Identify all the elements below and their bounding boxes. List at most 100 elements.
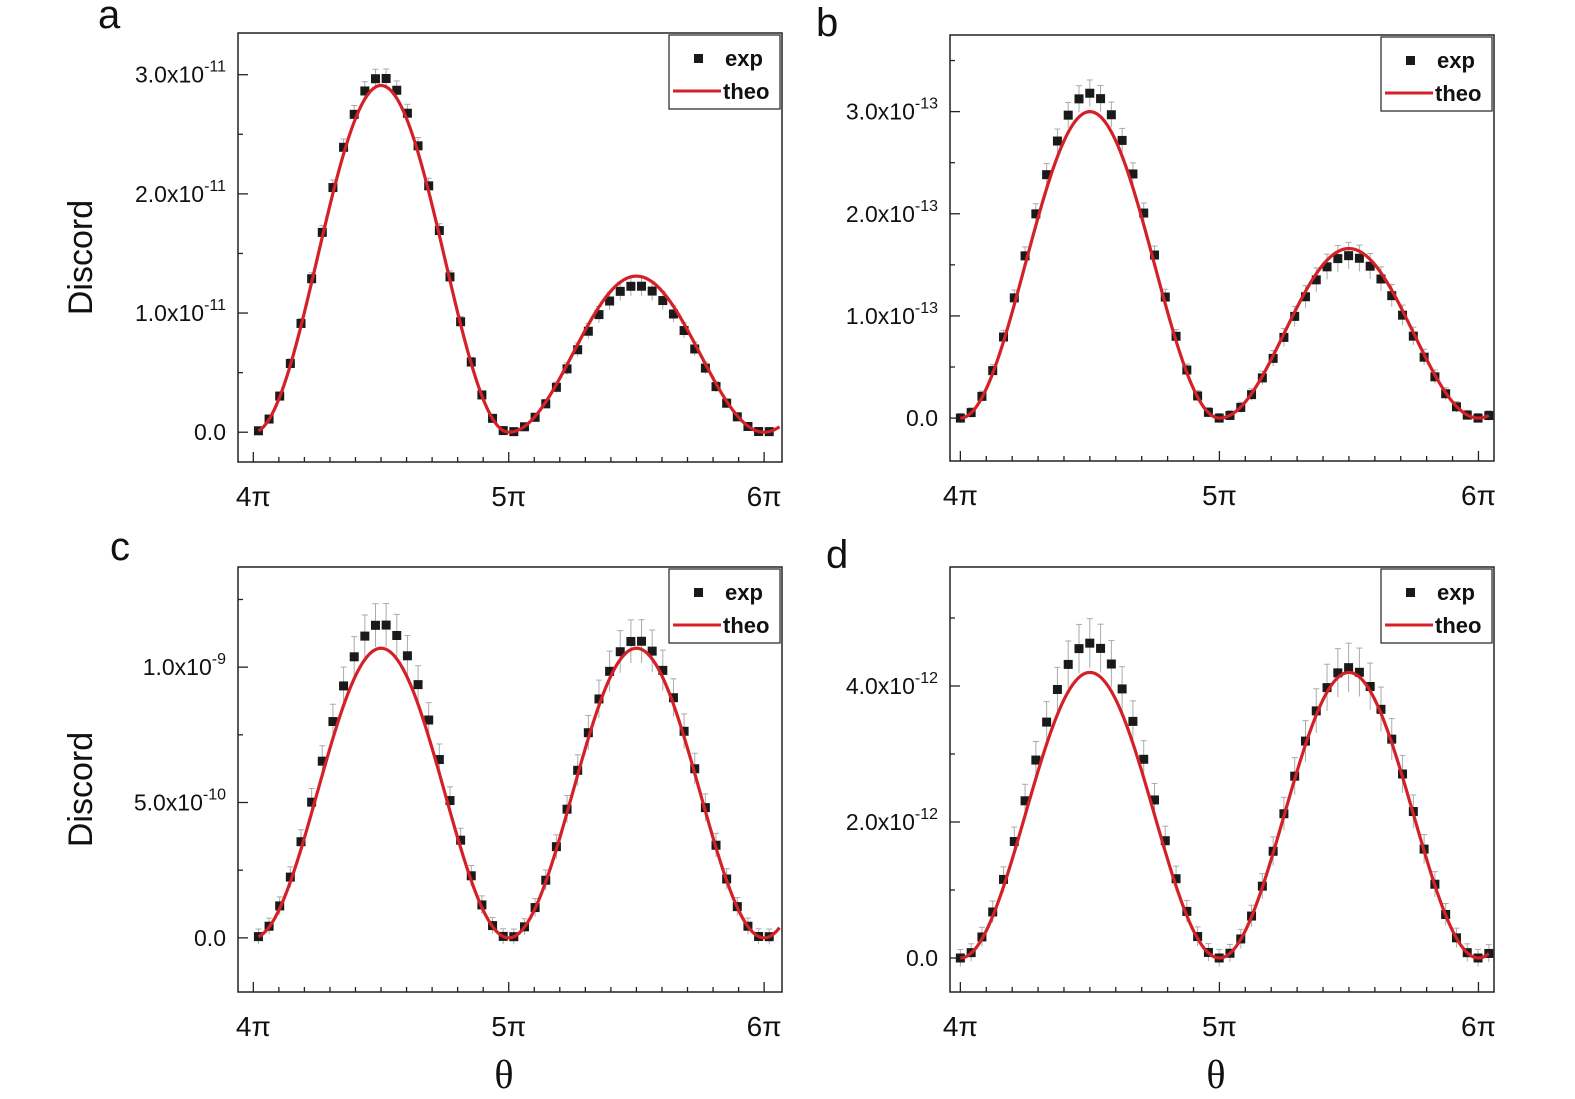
x-tick-label: 5π — [491, 481, 526, 512]
y-tick-label: 1.0x10-13 — [846, 300, 938, 329]
exp-point — [339, 681, 349, 691]
exp-point — [1344, 251, 1354, 261]
exp-point — [1106, 110, 1116, 120]
exp-point — [1149, 250, 1159, 260]
exp-point — [307, 797, 317, 807]
exp-point — [1085, 638, 1095, 648]
exp-point — [1333, 668, 1343, 678]
exp-point — [562, 364, 572, 374]
exp-point — [1009, 836, 1019, 846]
panel-d: d 4π 5π 6π 0.0 2.0x10-12 4.0x10-12 θ exp theo — [826, 533, 1496, 1097]
exp-point — [1128, 169, 1138, 179]
exp-point — [1149, 795, 1159, 805]
exp-point — [1117, 135, 1127, 145]
exp-point — [1074, 644, 1084, 654]
y-tick-label: 2.0x10-13 — [846, 198, 938, 227]
x-tick-label: 6π — [747, 1011, 782, 1042]
exp-point — [370, 620, 380, 630]
legend-box — [668, 568, 781, 644]
exp-point — [1063, 110, 1073, 120]
exp-point — [700, 363, 710, 373]
exp-point — [658, 665, 668, 675]
x-tick-label: 6π — [1461, 1011, 1496, 1042]
exp-point — [637, 281, 647, 291]
axes-frame — [237, 32, 783, 463]
exp-point — [1365, 261, 1375, 271]
legend-box — [668, 34, 781, 110]
theory-line — [257, 646, 781, 940]
exp-point — [402, 651, 412, 661]
exp-point — [349, 652, 359, 662]
exp-point — [1096, 643, 1106, 653]
y-tick-label: 3.0x10-13 — [846, 96, 938, 125]
exp-point — [605, 296, 615, 306]
exp-point — [615, 286, 625, 296]
exp-point — [381, 73, 391, 83]
exp-point — [349, 109, 359, 119]
exp-point — [637, 636, 647, 646]
exp-point — [1333, 254, 1343, 264]
exp-point — [658, 296, 668, 306]
exp-point — [626, 281, 636, 291]
panel-label: c — [110, 525, 130, 569]
exp-point — [360, 86, 370, 96]
exp-point — [1085, 88, 1095, 98]
exp-point — [1106, 659, 1116, 669]
panel-c: c 4π 5π 6π 0.0 5.0x10-10 1.0x10-9 Discord θ exp th… — [62, 525, 783, 1097]
exp-point — [1052, 684, 1062, 694]
legend-exp-label: exp — [1437, 48, 1475, 73]
x-tick-label: 4π — [236, 1011, 271, 1042]
axes-frame — [949, 34, 1495, 462]
exp-point — [1020, 796, 1030, 806]
legend: exp theo — [1380, 36, 1493, 112]
exp-point — [1117, 684, 1127, 694]
axes-frame — [949, 566, 1495, 993]
exp-point — [594, 310, 604, 320]
exp-point — [1042, 717, 1052, 727]
y-tick-label: 0.0 — [906, 405, 938, 431]
panel-label: a — [98, 0, 121, 37]
legend-exp-label: exp — [725, 580, 763, 605]
exp-point — [370, 74, 380, 84]
exp-point — [1074, 94, 1084, 104]
y-tick-label: 4.0x10-12 — [846, 670, 938, 699]
legend-exp-marker — [694, 54, 703, 63]
exp-point — [1322, 683, 1332, 693]
exp-point — [1096, 94, 1106, 104]
exp-point — [1171, 874, 1181, 884]
x-axis-label: θ — [1206, 1052, 1225, 1097]
x-tick-label: 4π — [236, 481, 271, 512]
legend-exp-marker — [694, 588, 703, 597]
exp-point — [328, 717, 338, 727]
exp-point — [583, 326, 593, 336]
x-tick-label: 5π — [1202, 1011, 1237, 1042]
legend-exp-marker — [1406, 588, 1415, 597]
exp-point — [999, 874, 1009, 884]
exp-point — [1009, 293, 1019, 303]
exp-point — [679, 326, 689, 336]
exp-point — [1063, 659, 1073, 669]
exp-point — [1311, 275, 1321, 285]
exp-point — [1290, 311, 1300, 321]
exp-point — [1139, 754, 1149, 764]
exp-point — [413, 141, 423, 151]
exp-point — [1387, 291, 1397, 301]
exp-point — [690, 344, 700, 354]
plot-area — [253, 68, 781, 437]
y-axis-label: Discord — [62, 200, 100, 315]
legend-theo-label: theo — [723, 613, 769, 638]
exp-point — [1160, 292, 1170, 302]
exp-point — [360, 631, 370, 641]
exp-point — [1128, 716, 1138, 726]
exp-point — [1398, 310, 1408, 320]
exp-point — [1376, 274, 1386, 284]
legend-box — [1380, 36, 1493, 112]
exp-point — [296, 837, 306, 847]
exp-point — [434, 755, 444, 765]
y-axis-label: Discord — [62, 732, 100, 847]
exp-point — [392, 85, 402, 95]
exp-point — [626, 636, 636, 646]
exp-point — [594, 694, 604, 704]
exp-point — [1365, 682, 1375, 692]
